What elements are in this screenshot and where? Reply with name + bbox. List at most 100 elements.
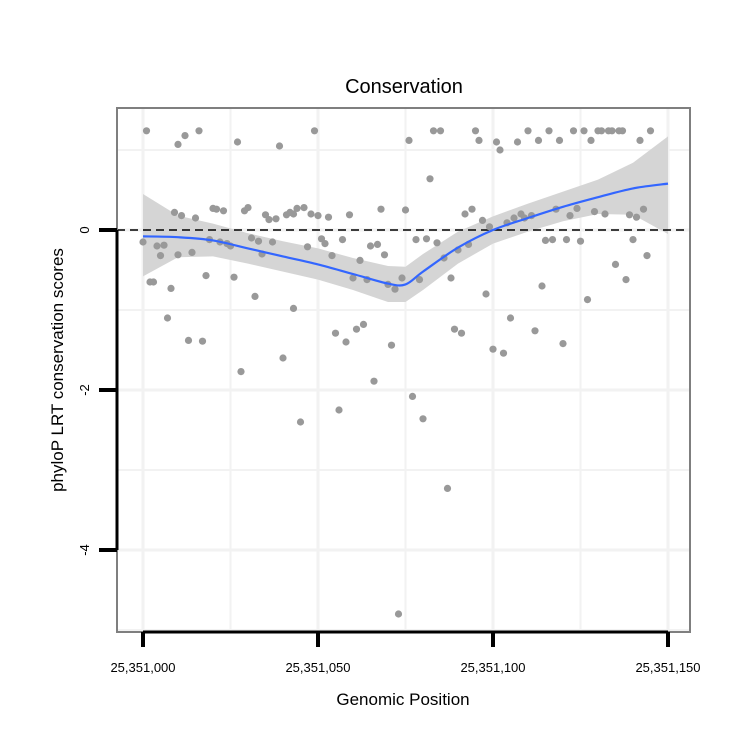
data-point	[230, 273, 238, 281]
x-tick-label: 25,351,050	[285, 660, 350, 675]
x-axis: 25,351,000 25,351,050 25,351,100 25,351,150	[110, 630, 701, 675]
points	[139, 127, 655, 618]
data-point	[293, 204, 301, 212]
x-tick-label: 25,351,150	[635, 660, 700, 675]
data-point	[559, 340, 567, 348]
data-point	[212, 205, 221, 213]
data-point	[492, 138, 501, 146]
data-point	[468, 205, 476, 213]
data-point	[174, 140, 182, 148]
data-point	[622, 276, 630, 284]
data-point	[587, 136, 595, 144]
data-point	[506, 314, 515, 322]
y-tick-label: 0	[77, 226, 92, 233]
data-point	[531, 327, 539, 335]
data-point	[513, 138, 522, 146]
data-point	[590, 208, 599, 216]
data-point	[496, 146, 504, 154]
data-point	[167, 284, 175, 292]
data-point	[139, 238, 147, 246]
data-point	[321, 240, 329, 248]
data-point	[510, 214, 518, 222]
data-point	[387, 341, 396, 349]
data-point	[289, 210, 298, 218]
data-point	[405, 136, 413, 144]
data-point	[426, 175, 434, 183]
data-point	[338, 236, 347, 244]
y-tick-label: -4	[77, 544, 92, 556]
data-point	[370, 377, 378, 385]
data-point	[153, 242, 161, 250]
data-point	[373, 240, 382, 248]
x-tick-label: 25,351,100	[460, 660, 525, 675]
data-point	[636, 136, 644, 144]
y-axis: -4 -2 0	[77, 226, 119, 556]
data-point	[632, 213, 641, 221]
x-tick-label: 25,351,000	[110, 660, 175, 675]
data-point	[394, 610, 403, 618]
data-point	[149, 278, 158, 286]
data-point	[639, 205, 648, 213]
y-tick-label: -2	[77, 384, 92, 396]
data-point	[485, 223, 494, 231]
data-point	[237, 368, 245, 376]
smooth-line	[142, 182, 669, 287]
data-point	[450, 325, 459, 333]
data-point	[254, 237, 263, 245]
data-point	[307, 210, 315, 218]
data-point	[188, 248, 196, 256]
data-point	[198, 337, 207, 345]
data-point	[345, 211, 354, 219]
x-axis-title: Genomic Position	[336, 690, 469, 709]
data-point	[601, 210, 609, 218]
data-point	[422, 235, 431, 243]
data-point	[181, 132, 189, 140]
data-point	[611, 260, 620, 268]
data-point	[524, 127, 532, 135]
data-point	[244, 204, 252, 212]
data-point	[356, 256, 364, 264]
confidence-ribbon	[143, 136, 668, 302]
data-point	[352, 325, 361, 333]
data-point	[401, 206, 410, 214]
data-point	[541, 236, 550, 244]
data-point	[156, 252, 165, 260]
data-point	[377, 205, 385, 213]
data-point	[555, 136, 564, 144]
data-point	[576, 237, 585, 245]
data-point	[272, 215, 280, 223]
data-point	[289, 304, 298, 312]
data-point	[279, 354, 287, 362]
data-point	[177, 212, 186, 220]
data-point	[314, 212, 322, 220]
data-point	[219, 207, 228, 215]
data-point	[583, 296, 592, 304]
chart-title: Conservation	[345, 76, 463, 98]
data-point	[398, 274, 406, 282]
data-point	[233, 138, 242, 146]
data-point	[247, 234, 256, 242]
data-point	[625, 211, 634, 219]
data-point	[478, 216, 487, 224]
data-point	[415, 276, 424, 284]
data-point	[342, 338, 350, 346]
data-point	[475, 136, 483, 144]
data-point	[580, 127, 588, 135]
data-point	[608, 127, 616, 135]
data-point	[433, 239, 441, 247]
data-point	[646, 127, 655, 135]
data-point	[275, 142, 284, 150]
data-point	[303, 243, 312, 251]
data-point	[499, 349, 508, 357]
data-point	[566, 212, 574, 220]
data-point	[489, 345, 497, 353]
data-point	[573, 204, 581, 212]
data-point	[629, 236, 637, 244]
data-point	[310, 127, 319, 135]
data-point	[482, 290, 490, 298]
data-point	[163, 314, 172, 322]
data-point	[335, 406, 343, 414]
data-point	[391, 285, 399, 293]
data-point	[545, 127, 553, 135]
